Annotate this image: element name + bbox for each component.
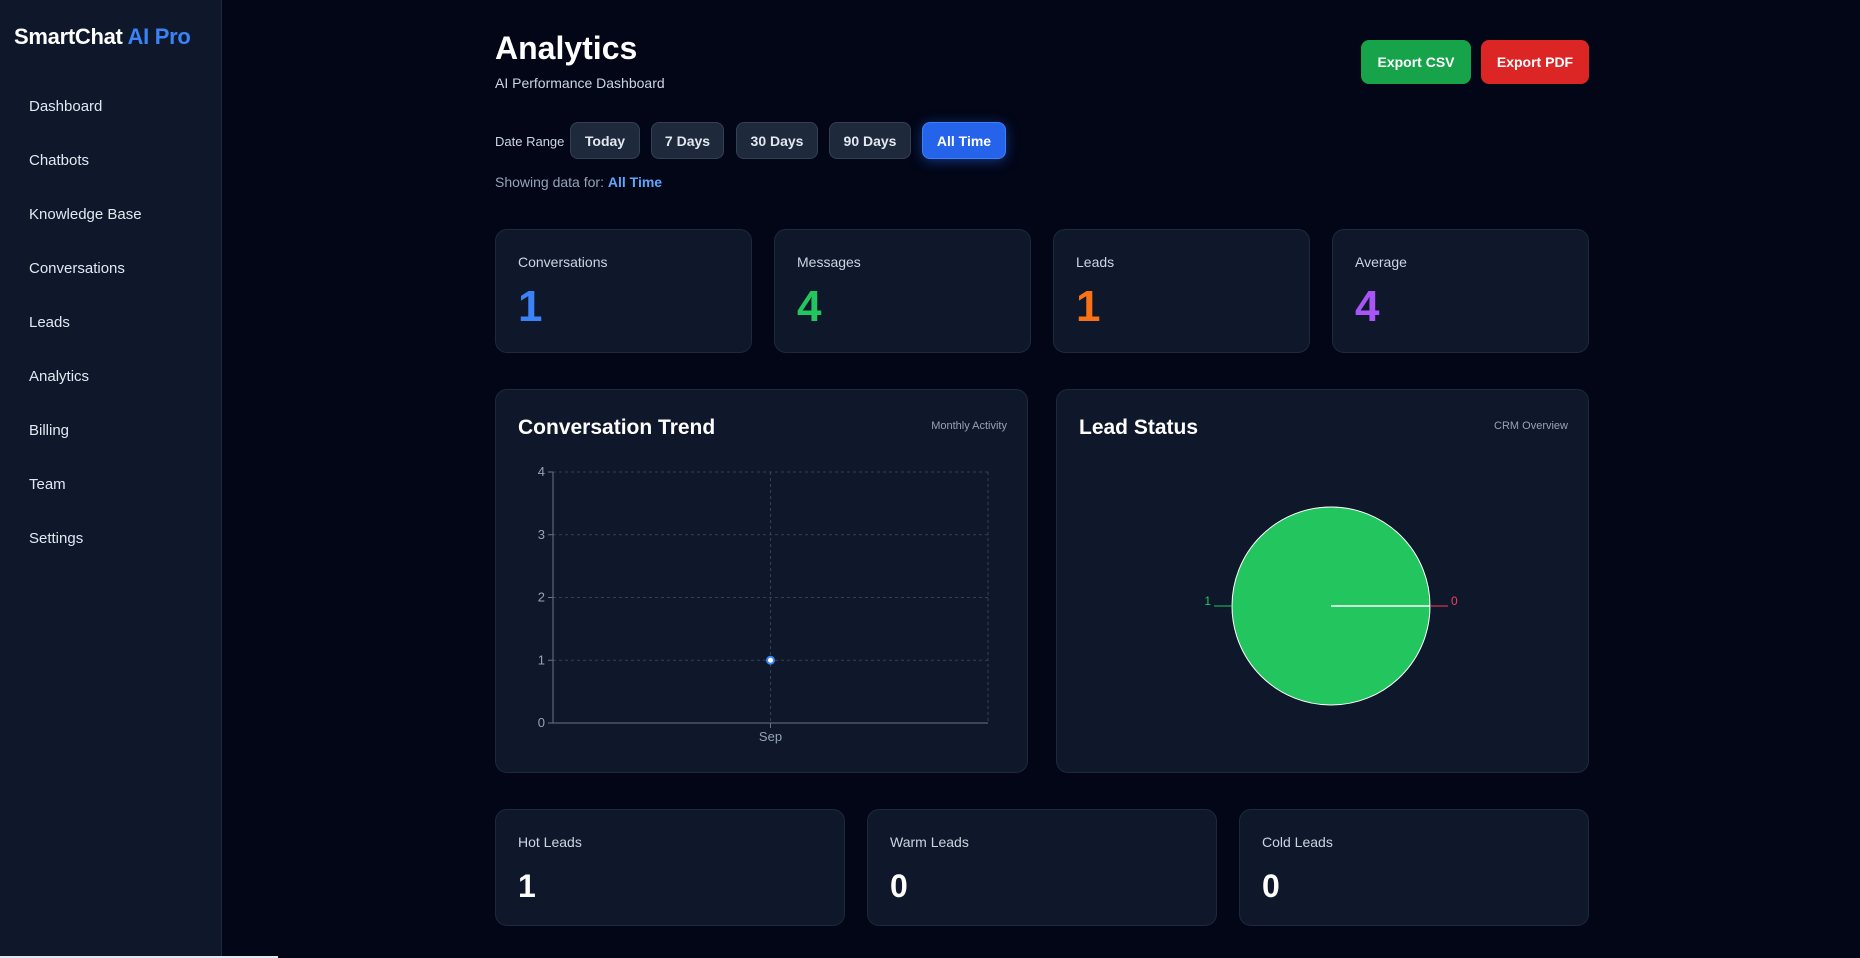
showing-prefix: Showing data for: [495, 174, 604, 190]
y-tick-label: 1 [538, 652, 545, 667]
sidebar-item-team[interactable]: Team [29, 476, 66, 493]
stat-label: Average [1355, 254, 1407, 270]
hot-leads-value: 1 [518, 868, 536, 904]
range-7-days-button[interactable]: 7 Days [651, 122, 724, 159]
stat-card-average: Average 4 [1332, 229, 1589, 353]
stat-card-leads: Leads 1 [1053, 229, 1310, 353]
export-pdf-button[interactable]: Export PDF [1481, 40, 1589, 84]
y-tick-label: 2 [538, 590, 545, 605]
sidebar: SmartChat AI Pro Dashboard Chatbots Know… [0, 0, 222, 958]
stat-card-conversations: Conversations 1 [495, 229, 752, 353]
sidebar-item-leads[interactable]: Leads [29, 314, 70, 331]
sidebar-item-dashboard[interactable]: Dashboard [29, 98, 103, 115]
brand-logo[interactable]: SmartChat AI Pro [14, 24, 191, 50]
warm-leads-value: 0 [890, 868, 908, 904]
range-90-days-button[interactable]: 90 Days [829, 122, 911, 159]
range-30-days-button[interactable]: 30 Days [736, 122, 818, 159]
y-tick-label: 0 [538, 715, 545, 730]
cold-leads-value: 0 [1262, 868, 1280, 904]
sidebar-item-billing[interactable]: Billing [29, 422, 70, 439]
sidebar-item-chatbots[interactable]: Chatbots [29, 152, 90, 169]
hot-leads-card: Hot Leads 1 [495, 809, 845, 926]
conversation-trend-chart: 0 1 2 3 4 Sep [538, 464, 989, 744]
showing-data-text: Showing data for: All Time [495, 174, 662, 190]
sidebar-item-conversations[interactable]: Conversations [29, 260, 125, 277]
brand-name: SmartChat [14, 24, 123, 49]
pie-label: 1 [1204, 594, 1211, 608]
x-tick-label: Sep [759, 729, 782, 744]
range-today-button[interactable]: Today [570, 122, 640, 159]
stat-card-messages: Messages 4 [774, 229, 1031, 353]
stat-value: 4 [797, 282, 822, 331]
warm-leads-card: Warm Leads 0 [867, 809, 1217, 926]
stat-label: Messages [797, 254, 861, 270]
range-all-time-button[interactable]: All Time [922, 122, 1006, 159]
chart-subtitle: Monthly Activity [931, 420, 1007, 432]
sidebar-item-settings[interactable]: Settings [29, 530, 84, 547]
sidebar-item-knowledge-base[interactable]: Knowledge Base [29, 206, 142, 223]
stat-value: 1 [1076, 282, 1101, 331]
sidebar-nav: Dashboard Chatbots Knowledge Base Conver… [0, 80, 222, 566]
page-title: Analytics [495, 30, 638, 66]
hot-leads-label: Hot Leads [518, 834, 582, 850]
cold-leads-label: Cold Leads [1262, 834, 1333, 850]
brand-accent: AI Pro [127, 24, 191, 49]
y-tick-label: 4 [538, 464, 545, 479]
sidebar-item-analytics[interactable]: Analytics [29, 368, 90, 385]
horizontal-scrollbar[interactable] [0, 956, 278, 958]
conversation-trend-card: Conversation Trend Monthly Activity 0 1 2 3… [495, 389, 1028, 773]
chart-title: Lead Status [1079, 416, 1199, 439]
data-point [766, 655, 775, 665]
main-content: Analytics AI Performance Dashboard Expor… [495, 0, 1589, 958]
showing-value: All Time [607, 174, 663, 190]
y-tick-label: 3 [538, 527, 545, 542]
stat-label: Leads [1076, 254, 1115, 270]
warm-leads-label: Warm Leads [890, 834, 969, 850]
stat-value: 4 [1355, 282, 1380, 331]
page-subtitle: AI Performance Dashboard [495, 75, 665, 91]
chart-subtitle: CRM Overview [1494, 420, 1568, 432]
date-range-label: Date Range [495, 134, 565, 149]
stat-value: 1 [518, 282, 543, 331]
export-csv-button[interactable]: Export CSV [1361, 40, 1471, 84]
pie-label: 0 [1451, 594, 1458, 608]
stat-label: Conversations [518, 254, 608, 270]
chart-title: Conversation Trend [518, 416, 716, 439]
cold-leads-card: Cold Leads 0 [1239, 809, 1589, 926]
